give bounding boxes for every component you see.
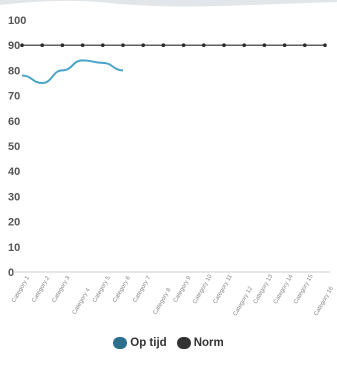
x-tick-label: Category 16 bbox=[313, 285, 335, 317]
norm-marker bbox=[222, 43, 226, 47]
x-tick-label: Category 2 bbox=[31, 275, 51, 304]
x-tick-label: Category 14 bbox=[273, 273, 295, 305]
y-tick-label: 50 bbox=[8, 141, 20, 153]
norm-marker bbox=[161, 43, 166, 47]
x-tick-label: Category 13 bbox=[253, 273, 275, 305]
y-tick-label: 40 bbox=[8, 166, 20, 178]
norm-marker bbox=[141, 43, 145, 47]
y-tick-label: 60 bbox=[8, 116, 20, 128]
series-line-0 bbox=[21, 59, 124, 85]
legend-swatch-norm bbox=[176, 337, 191, 349]
x-tick-label: Category 11 bbox=[212, 273, 234, 304]
norm-marker bbox=[121, 43, 125, 47]
x-tick-label: Category 5 bbox=[92, 275, 112, 304]
legend-label-op-tijd: Op tijd bbox=[130, 337, 167, 349]
chart-legend: Op tijd Norm bbox=[0, 337, 337, 349]
norm-marker bbox=[60, 43, 65, 47]
x-tick-label: Category 15 bbox=[293, 273, 315, 305]
norm-marker bbox=[262, 43, 267, 47]
y-tick-label: 100 bbox=[8, 15, 26, 27]
norm-marker bbox=[323, 43, 327, 47]
legend-item-norm[interactable]: Norm bbox=[176, 337, 224, 349]
header-decoration bbox=[0, 0, 337, 7]
y-tick-label: 30 bbox=[8, 191, 20, 203]
legend-label-norm: Norm bbox=[193, 337, 224, 349]
x-tick-label: Category 6 bbox=[112, 275, 132, 304]
x-tick-label: Category 10 bbox=[192, 273, 214, 305]
y-tick-label: 20 bbox=[8, 217, 20, 229]
norm-marker bbox=[242, 43, 246, 47]
y-tick-label: 70 bbox=[8, 91, 20, 103]
x-tick-label: Category 7 bbox=[132, 275, 152, 304]
x-tick-label: Category 8 bbox=[153, 287, 173, 316]
x-tick-label: Category 9 bbox=[173, 275, 193, 304]
norm-marker bbox=[282, 43, 287, 47]
norm-marker bbox=[181, 43, 186, 47]
x-tick-label: Category 3 bbox=[52, 275, 72, 304]
y-tick-label: 80 bbox=[8, 65, 20, 77]
norm-marker bbox=[40, 43, 44, 47]
legend-item-op-tijd[interactable]: Op tijd bbox=[113, 337, 167, 349]
x-tick-label: Category 4 bbox=[72, 287, 92, 316]
legend-swatch-op-tijd bbox=[113, 337, 128, 349]
x-tick-label: Category 1 bbox=[11, 275, 31, 304]
norm-marker bbox=[101, 43, 105, 47]
y-tick-label: 0 bbox=[8, 267, 14, 279]
norm-marker bbox=[303, 43, 307, 47]
norm-marker bbox=[202, 43, 206, 47]
x-tick-label: Category 12 bbox=[233, 285, 255, 317]
norm-marker bbox=[80, 43, 85, 47]
norm-marker bbox=[20, 43, 24, 47]
y-tick-label: 10 bbox=[8, 242, 20, 254]
y-tick-label: 90 bbox=[8, 40, 20, 52]
